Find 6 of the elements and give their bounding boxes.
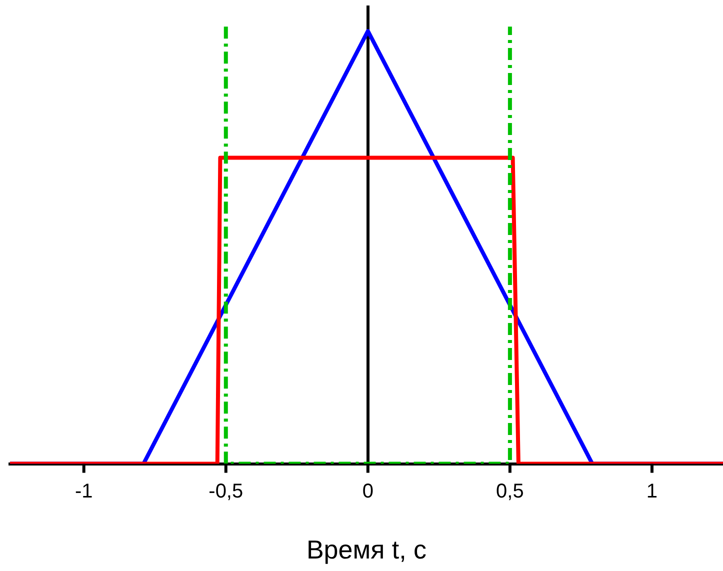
x-tick-label: -0,5	[208, 480, 244, 502]
x-tick-label: 0,5	[496, 480, 524, 502]
x-tick-label: 0	[362, 480, 374, 502]
x-axis-title: Время t, с	[306, 534, 427, 565]
x-tick-label: -1	[74, 480, 93, 502]
x-tick-label: 1	[646, 480, 658, 502]
